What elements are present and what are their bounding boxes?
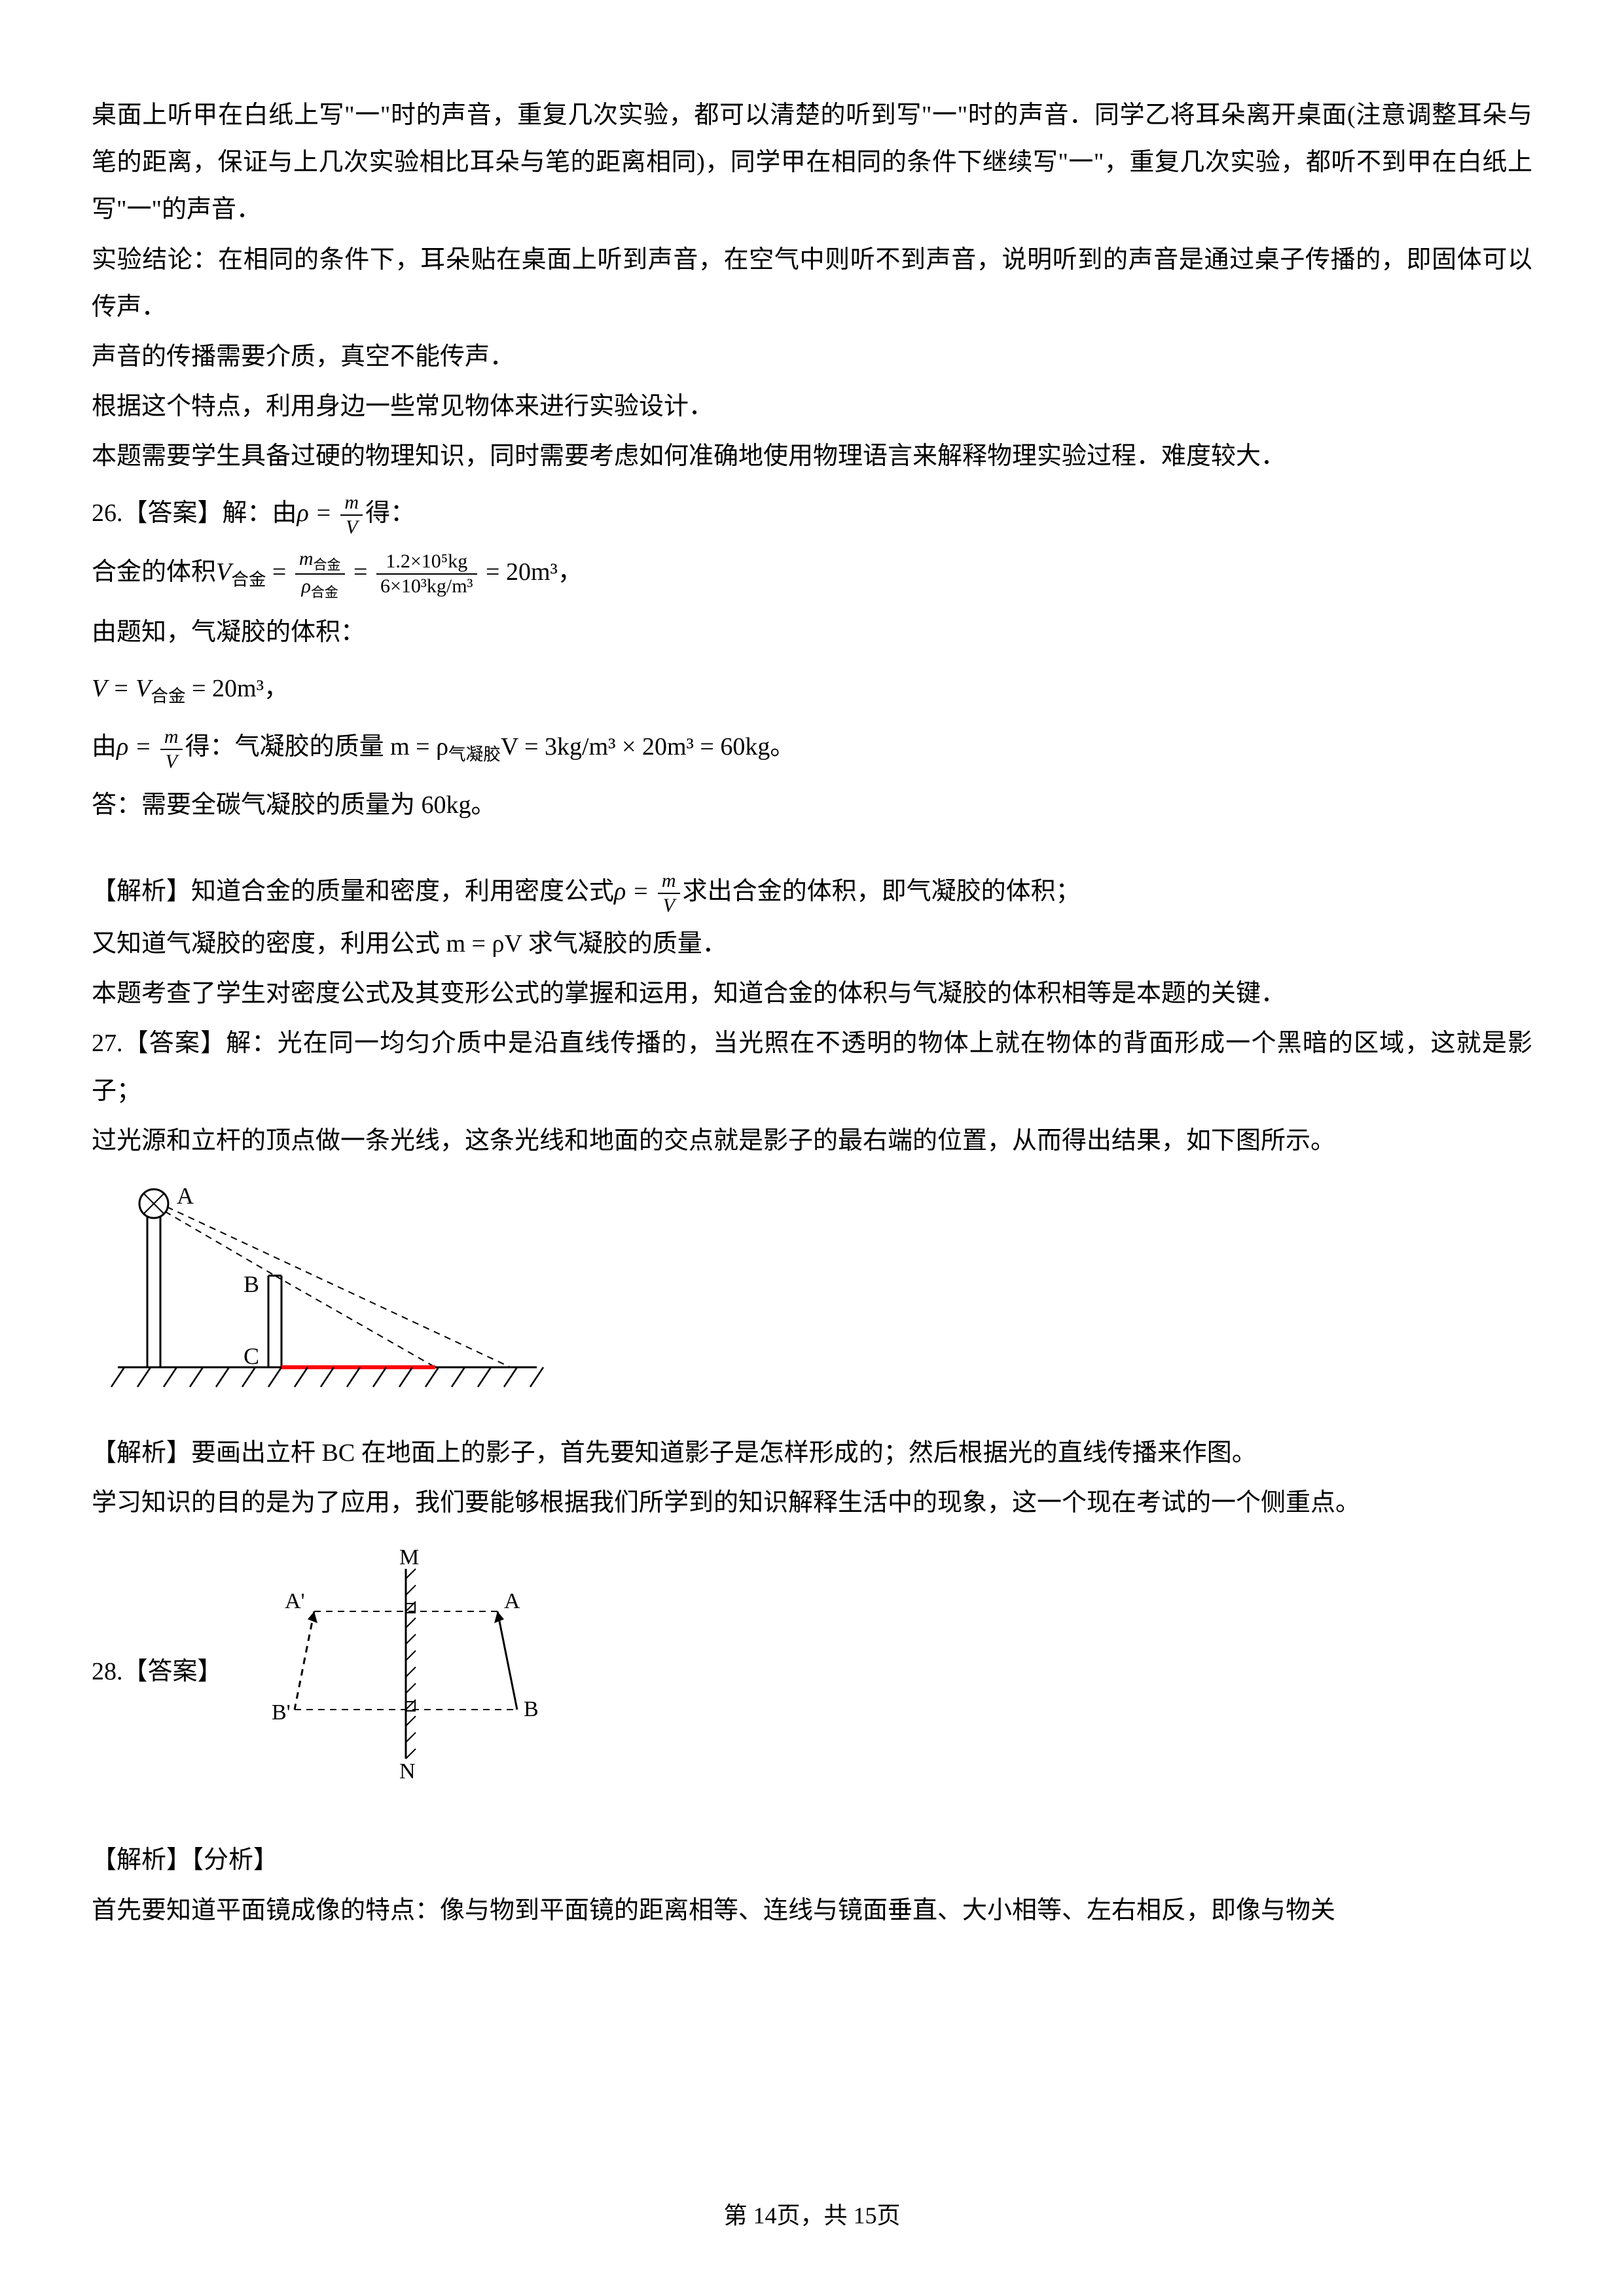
- q27-svg: A B C: [92, 1177, 550, 1413]
- q26-analysis-3: 本题考查了学生对密度公式及其变形公式的掌握和运用，知道合金的体积与气凝胶的体积相…: [92, 970, 1532, 1017]
- m-num: m: [299, 548, 314, 569]
- q27-answer2: 过光源和立杆的顶点做一条光线，这条光线和地面的交点就是影子的最右端的位置，从而得…: [92, 1117, 1532, 1164]
- rho-symbol: ρ =: [297, 499, 338, 527]
- analysis-label: 【解析】知道合金的质量和密度，利用密度公式: [92, 878, 614, 905]
- q28-row: 28.【答案】 M N: [92, 1533, 1532, 1810]
- frac-den2: ρ合金: [295, 575, 345, 601]
- ground-hatch: [111, 1367, 543, 1387]
- q26-answer-suffix: 得：: [365, 499, 415, 527]
- frac-numeric-den: 6×10³kg/m³: [376, 575, 477, 598]
- q27-diagram: A B C: [92, 1177, 1532, 1416]
- q26-answer-label: 26.【答案】解：由: [92, 499, 297, 527]
- ray-b-ground: [275, 1276, 435, 1367]
- ray-a-b: [165, 1211, 275, 1276]
- label-n: N: [399, 1759, 416, 1782]
- frac-den4: V: [658, 894, 680, 918]
- q28-label: 28.【答案】: [92, 1648, 223, 1695]
- label-aprime: A': [285, 1589, 305, 1613]
- sub-hejin-2: 合金: [151, 687, 185, 706]
- analysis-suffix: 求出合金的体积，即气凝胶的体积；: [683, 878, 1081, 905]
- q28-analysis: 【解析】【分析】: [92, 1837, 1532, 1884]
- intro-para-5: 本题需要学生具备过硬的物理知识，同时需要考虑如何准确地使用物理语言来解释物理实验…: [92, 433, 1532, 480]
- q28-svg: M N A B A' B': [236, 1546, 576, 1782]
- mass-label2: 得：气凝胶的质量 m = ρ: [185, 733, 448, 761]
- mass-label3: V = 3kg/m³ × 20m³ = 60kg。: [501, 733, 795, 761]
- q26-answer-header: 26.【答案】解：由ρ = mV得：: [92, 488, 1532, 539]
- label-m: M: [399, 1546, 419, 1570]
- q26-tiou-label: 由题知，气凝胶的体积：: [92, 609, 1532, 656]
- frac-den: V: [340, 516, 363, 539]
- label-a: A: [177, 1183, 194, 1209]
- label-bprime: B': [272, 1700, 291, 1725]
- q27-analysis2: 学习知识的目的是为了应用，我们要能够根据我们所学到的知识解释生活中的现象，这一个…: [92, 1479, 1532, 1526]
- intro-para-2: 实验结论：在相同的条件下，耳朵贴在桌面上听到声音，在空气中则听不到声音，说明听到…: [92, 236, 1532, 331]
- label-b: B: [244, 1271, 259, 1297]
- sub-qingel: 气凝胶: [448, 745, 501, 764]
- rho-symbol-2: ρ =: [117, 733, 158, 761]
- frac-numeric-num: 1.2×10⁵kg: [376, 550, 477, 575]
- label-c: C: [244, 1343, 259, 1369]
- frac-mass-rho: m合金ρ合金: [295, 547, 345, 601]
- mirror-hatch: [406, 1569, 416, 1759]
- label-a2: A: [504, 1589, 520, 1613]
- frac-num4: m: [658, 869, 680, 894]
- volume-result: = 20m³，: [480, 558, 583, 586]
- page-footer: 第 14页，共 15页: [0, 2197, 1624, 2231]
- q26-analysis-2: 又知道气凝胶的密度，利用公式 m = ρV 求气凝胶的质量．: [92, 920, 1532, 967]
- frac-num2: m合金: [295, 547, 345, 575]
- q26-analysis-1: 【解析】知道合金的质量和密度，利用密度公式ρ = mV求出合金的体积，即气凝胶的…: [92, 868, 1532, 918]
- v-eq-left: V = V: [92, 675, 151, 702]
- rho-symbol-3: ρ =: [614, 878, 655, 905]
- mass-label1: 由: [92, 733, 117, 761]
- q26-volume-line: 合金的体积V合金 = m合金ρ合金 = 1.2×10⁵kg6×10³kg/m³ …: [92, 547, 1532, 601]
- intro-para-1: 桌面上听甲在白纸上写"一"时的声音，重复几次实验，都可以清楚的听到写"一"时的声…: [92, 92, 1532, 234]
- q26-mass-line: 由ρ = mV得：气凝胶的质量 m = ρ气凝胶V = 3kg/m³ × 20m…: [92, 722, 1532, 773]
- q28-analysis2: 首先要知道平面镜成像的特点：像与物到平面镜的距离相等、连线与镜面垂直、大小相等、…: [92, 1887, 1532, 1934]
- sub-den: 合金: [311, 584, 338, 600]
- q28-diagram: M N A B A' B': [236, 1546, 576, 1797]
- frac-numeric: 1.2×10⁵kg6×10³kg/m³: [376, 550, 477, 598]
- frac-den3: V: [160, 750, 183, 774]
- frac-num: m: [340, 491, 363, 516]
- rho-den: ρ: [301, 575, 310, 597]
- intro-para-3: 声音的传播需要介质，真空不能传声．: [92, 333, 1532, 380]
- sub-num: 合金: [314, 557, 341, 573]
- v-eq-suffix: = 20m³，: [186, 675, 289, 702]
- q26-v-eq: V = V合金 = 20m³，: [92, 664, 1532, 714]
- frac-m-v-2: mV: [160, 725, 183, 774]
- volume-label: 合金的体积: [92, 558, 216, 586]
- q27-analysis: 【解析】要画出立杆 BC 在地面上的影子，首先要知道影子是怎样形成的；然后根据光…: [92, 1429, 1532, 1477]
- sub-hejin-1: 合金: [231, 569, 266, 589]
- image-ab: [295, 1611, 314, 1710]
- label-b2: B: [524, 1697, 539, 1721]
- q27-answer: 27.【答案】解：光在同一均匀介质中是沿直线传播的，当光照在不透明的物体上就在物…: [92, 1020, 1532, 1114]
- frac-num3: m: [160, 725, 183, 750]
- q26-final-answer: 答：需要全碳气凝胶的质量为 60kg。: [92, 781, 1532, 829]
- v-var: V: [216, 558, 231, 586]
- arrow-aprime: [308, 1611, 317, 1623]
- frac-m-v-3: mV: [658, 869, 680, 918]
- intro-para-4: 根据这个特点，利用身边一些常见物体来进行实验设计．: [92, 383, 1532, 430]
- object-ab: [497, 1611, 517, 1710]
- ray-a-ground: [167, 1207, 511, 1367]
- frac-m-v-1: mV: [340, 491, 363, 539]
